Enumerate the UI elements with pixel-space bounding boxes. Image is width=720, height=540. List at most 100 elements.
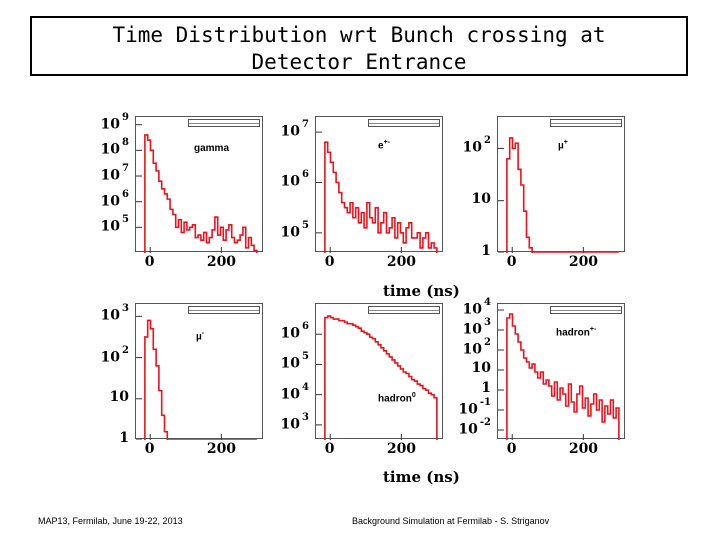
- footer-left: MAP13, Fermilab, June 19-22, 2013: [38, 516, 183, 526]
- y-tick-base: 10: [280, 386, 301, 403]
- x-tick-label: 200: [206, 254, 237, 270]
- y-tick-exponent: 5: [122, 214, 129, 226]
- stats-line: [551, 310, 621, 311]
- y-tick-base: 10: [471, 360, 491, 376]
- y-tick-label: 10 2: [462, 135, 491, 157]
- x-tick-label: 200: [206, 441, 237, 457]
- y-tick-label: 10: [472, 360, 491, 376]
- particle-label: hadron0: [378, 392, 416, 404]
- histogram-svg-e+-: [316, 131, 438, 253]
- x-tick-label: 0: [506, 441, 517, 457]
- y-tick-base: 10: [109, 388, 129, 405]
- y-tick-label: 10 6: [101, 188, 129, 210]
- stats-box: [368, 306, 440, 314]
- footer-right: Background Simulation at Fermilab - S. S…: [352, 516, 550, 526]
- y-tick-label: 10 3: [462, 317, 491, 338]
- x-tick-label: 0: [324, 254, 335, 270]
- histogram-panel-hadron+-: hadron+-: [497, 303, 625, 440]
- y-tick-exponent: 6: [122, 188, 129, 200]
- y-tick-base: 10: [458, 421, 478, 438]
- y-tick-exponent: 8: [122, 137, 129, 149]
- histogram-line-hadron0: [324, 315, 438, 440]
- x-tick-label: 0: [144, 441, 155, 457]
- stats-box: [188, 306, 260, 314]
- particle-label-text: gamma: [194, 143, 230, 154]
- y-tick-label: 10 8: [100, 137, 129, 158]
- particle-label-text: µ: [558, 140, 564, 152]
- particle-label: e+-: [378, 139, 390, 151]
- y-tick-base: 10: [280, 123, 301, 140]
- y-tick-label: 10: [110, 389, 129, 405]
- x-tick-label: 0: [144, 254, 155, 270]
- histogram-svg-hadron+-: [498, 309, 620, 440]
- particle-label-text: e: [378, 140, 384, 152]
- y-tick-label: 10: [472, 191, 491, 207]
- stats-box: [368, 119, 440, 127]
- y-tick-exponent: 2: [484, 337, 491, 348]
- y-tick-exponent: 9: [122, 111, 129, 123]
- y-tick-label: 10 2: [101, 344, 129, 366]
- particle-label: µ+: [558, 139, 568, 151]
- histogram-svg-mu-: [136, 315, 257, 440]
- particle-label-text: µ: [196, 331, 202, 343]
- histogram-line-mu+: [506, 137, 619, 253]
- histogram-line-mu-: [144, 319, 257, 440]
- y-tick-base: 10: [100, 218, 121, 235]
- particle-label-text: hadron: [378, 393, 412, 405]
- y-tick-label: 10 7: [280, 119, 309, 140]
- y-tick-label: 10 5: [280, 351, 309, 373]
- title-line-1: Time Distribution wrt Bunch crossing at: [112, 23, 606, 47]
- histogram-line-hadron+-: [506, 313, 620, 440]
- particle-label-sup: 0: [411, 392, 416, 399]
- particle-label-sup: +-: [383, 139, 390, 146]
- stats-line: [551, 123, 621, 124]
- x-tick-label: 0: [324, 441, 335, 457]
- histogram-panel-e+-: e+-: [315, 116, 443, 253]
- y-tick-exponent: 3: [484, 317, 491, 328]
- y-tick-exponent: 6: [302, 169, 309, 181]
- y-tick-base: 10: [280, 416, 301, 433]
- y-tick-base: 10: [462, 341, 483, 358]
- y-tick-label: 10 4: [280, 382, 309, 403]
- particle-label: µ-: [196, 330, 204, 342]
- y-tick-base: 10: [100, 116, 121, 133]
- y-tick-base: 1: [481, 243, 491, 259]
- particle-label: gamma: [194, 143, 229, 154]
- y-tick-base: 10: [462, 301, 483, 318]
- y-tick-base: 10: [280, 325, 301, 342]
- y-tick-exponent: 6: [302, 321, 309, 333]
- particle-label-sup: -: [201, 330, 205, 337]
- y-tick-base: 10: [100, 167, 121, 184]
- y-tick-base: 10: [280, 356, 301, 373]
- y-tick-base: 1: [119, 430, 129, 446]
- stats-box: [550, 306, 622, 314]
- stats-line: [189, 123, 259, 124]
- particle-label-text: hadron: [556, 327, 590, 339]
- y-tick-label: 10 5: [280, 220, 309, 241]
- x-axis-title-top: time (ns): [383, 282, 460, 300]
- y-tick-base: 10: [280, 224, 301, 241]
- histogram-panel-hadron0: hadron0: [315, 303, 443, 440]
- x-tick-label: 200: [386, 441, 417, 457]
- title-box: Time Distribution wrt Bunch crossing at …: [30, 16, 688, 76]
- y-tick-exponent: 2: [122, 344, 129, 356]
- stats-box: [188, 119, 260, 127]
- y-tick-label: 10 9: [100, 111, 129, 133]
- y-tick-label: 10 5: [100, 214, 129, 235]
- y-tick-exponent: 3: [302, 411, 309, 423]
- histogram-panel-mu+: µ+: [497, 116, 625, 253]
- y-tick-label: 10 2: [462, 337, 491, 358]
- y-tick-base: 10: [462, 321, 483, 338]
- y-tick-base: 10: [471, 190, 491, 207]
- y-tick-exponent: -1: [479, 397, 491, 408]
- y-tick-base: 10: [462, 140, 483, 157]
- y-tick-base: 1: [481, 380, 491, 396]
- y-tick-base: 10: [100, 142, 121, 158]
- histogram-svg-mu+: [498, 137, 619, 253]
- title-line-2: Detector Entrance: [251, 50, 467, 74]
- y-tick-label: 1: [481, 243, 491, 259]
- y-tick-label: 10 -2: [458, 417, 491, 438]
- stats-line: [369, 123, 439, 124]
- y-tick-exponent: 5: [302, 351, 309, 363]
- particle-label-sup: +-: [589, 326, 597, 333]
